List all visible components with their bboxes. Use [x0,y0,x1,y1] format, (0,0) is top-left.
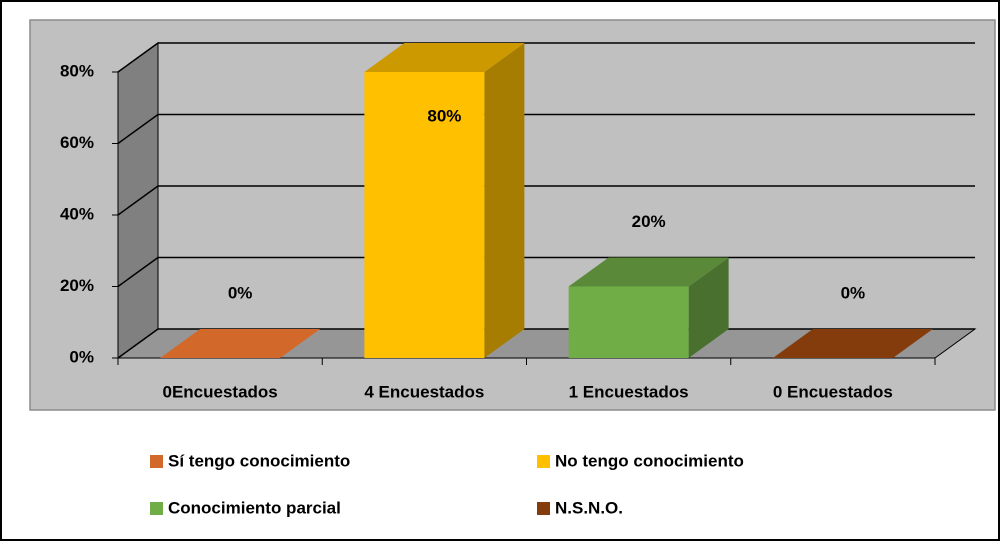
y-tick-label: 60% [60,133,94,152]
y-tick-label: 0% [69,347,94,366]
grid-line [117,42,975,73]
data-label: 80% [427,106,461,125]
bar-side [688,257,729,358]
bar-top [772,329,933,358]
bar-top [568,257,729,287]
bar [568,286,689,358]
legend-label: Sí tengo conocimiento [168,451,350,470]
legend-label: Conocimiento parcial [168,498,341,517]
x-tick-label: 0Encuestados [162,382,277,401]
x-tick-label: 1 Encuestados [569,382,689,401]
bar-side [484,43,525,358]
data-label: 0% [228,283,253,302]
bar [364,72,485,358]
x-tick-label: 4 Encuestados [364,382,484,401]
legend-swatch [537,455,550,468]
legend-label: No tengo conocimiento [555,451,744,470]
data-label: 0% [841,283,866,302]
legend-swatch [150,455,163,468]
y-tick-label: 80% [60,61,94,80]
legend-label: N.S.N.O. [555,498,623,517]
legend-swatch [150,502,163,515]
y-tick-label: 20% [60,276,94,295]
bar-top [160,329,321,358]
grid-line [117,185,975,216]
data-label: 20% [632,212,666,231]
x-tick-label: 0 Encuestados [773,382,893,401]
y-tick-label: 40% [60,204,94,223]
legend-swatch [537,502,550,515]
bar-top [364,43,525,72]
grid-line [117,113,975,145]
